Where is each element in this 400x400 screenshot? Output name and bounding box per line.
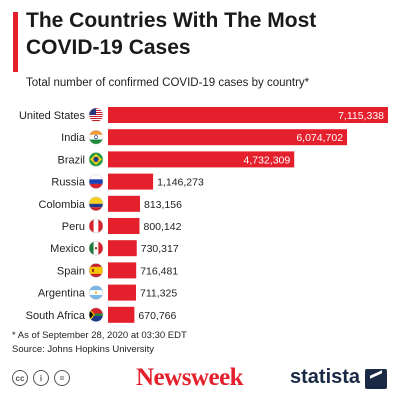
bar-india (108, 129, 348, 146)
bar-mexico (108, 240, 137, 257)
value-label: 716,481 (140, 265, 178, 277)
statista-logo: statista (290, 366, 361, 388)
by-icon: i (33, 370, 49, 386)
spain-flag-icon (88, 263, 104, 278)
category-label: Spain (57, 265, 85, 277)
bar-united-states (108, 107, 388, 123)
bar-south-africa (108, 306, 135, 323)
bar-russia (108, 173, 154, 190)
value-label: 711,325 (140, 288, 177, 300)
bar-spain (108, 262, 137, 279)
bar-argentina (108, 284, 136, 301)
value-label: 1,146,273 (157, 177, 204, 189)
brazil-flag-icon (88, 152, 104, 167)
newsweek-logo: Newsweek (136, 364, 244, 391)
source-note: Source: Johns Hopkins University (12, 344, 155, 355)
category-label: Brazil (57, 154, 85, 166)
category-label: Mexico (50, 243, 85, 255)
bar-peru (108, 218, 140, 234)
title-accent-bar (13, 12, 18, 72)
page-title: The Countries With The Most COVID-19 Cas… (26, 9, 317, 59)
value-label: 6,074,702 (296, 132, 343, 144)
south-africa-flag-icon (88, 307, 104, 323)
nd-icon: = (54, 370, 70, 386)
license-badges: cc i = (12, 370, 70, 386)
category-label: India (61, 132, 86, 144)
value-label: 7,115,338 (338, 110, 384, 122)
category-label: United States (19, 110, 86, 122)
bar-brazil (108, 151, 295, 168)
us-flag-icon (88, 107, 104, 123)
peru-flag-icon (88, 218, 104, 234)
value-label: 730,317 (141, 243, 179, 255)
bar-colombia (108, 195, 140, 212)
mexico-flag-icon (88, 240, 104, 256)
chart-subtitle: Total number of confirmed COVID-19 cases… (26, 77, 310, 89)
category-label: South Africa (26, 310, 86, 322)
india-flag-icon (88, 129, 104, 145)
bar-chart: United States 7,115,338 India 6,074,702 Braz… (19, 107, 388, 323)
value-label: 670,766 (138, 310, 176, 322)
category-label: Peru (62, 221, 85, 233)
statista-mark-icon (365, 369, 387, 389)
value-label: 800,142 (143, 221, 181, 233)
colombia-flag-icon (88, 196, 104, 212)
russia-flag-icon (88, 174, 104, 189)
category-label: Russia (51, 177, 86, 189)
category-label: Colombia (39, 199, 86, 211)
value-label: 813,156 (144, 199, 182, 211)
cc-icon: cc (12, 370, 28, 386)
value-label: 4,732,309 (244, 154, 291, 166)
argentina-flag-icon (88, 285, 104, 300)
footnote-date: * As of September 28, 2020 at 03:30 EDT (12, 330, 187, 341)
category-label: Argentina (38, 288, 86, 300)
